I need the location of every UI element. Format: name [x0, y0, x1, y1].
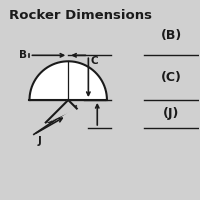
Polygon shape [46, 100, 77, 122]
Text: Rocker Dimensions: Rocker Dimensions [9, 9, 152, 22]
Text: B: B [19, 50, 27, 60]
Polygon shape [29, 61, 107, 100]
Text: C: C [91, 56, 98, 66]
Text: (B): (B) [161, 29, 182, 42]
Text: (J): (J) [163, 107, 180, 120]
Text: (C): (C) [161, 71, 182, 84]
Text: J: J [38, 136, 42, 146]
